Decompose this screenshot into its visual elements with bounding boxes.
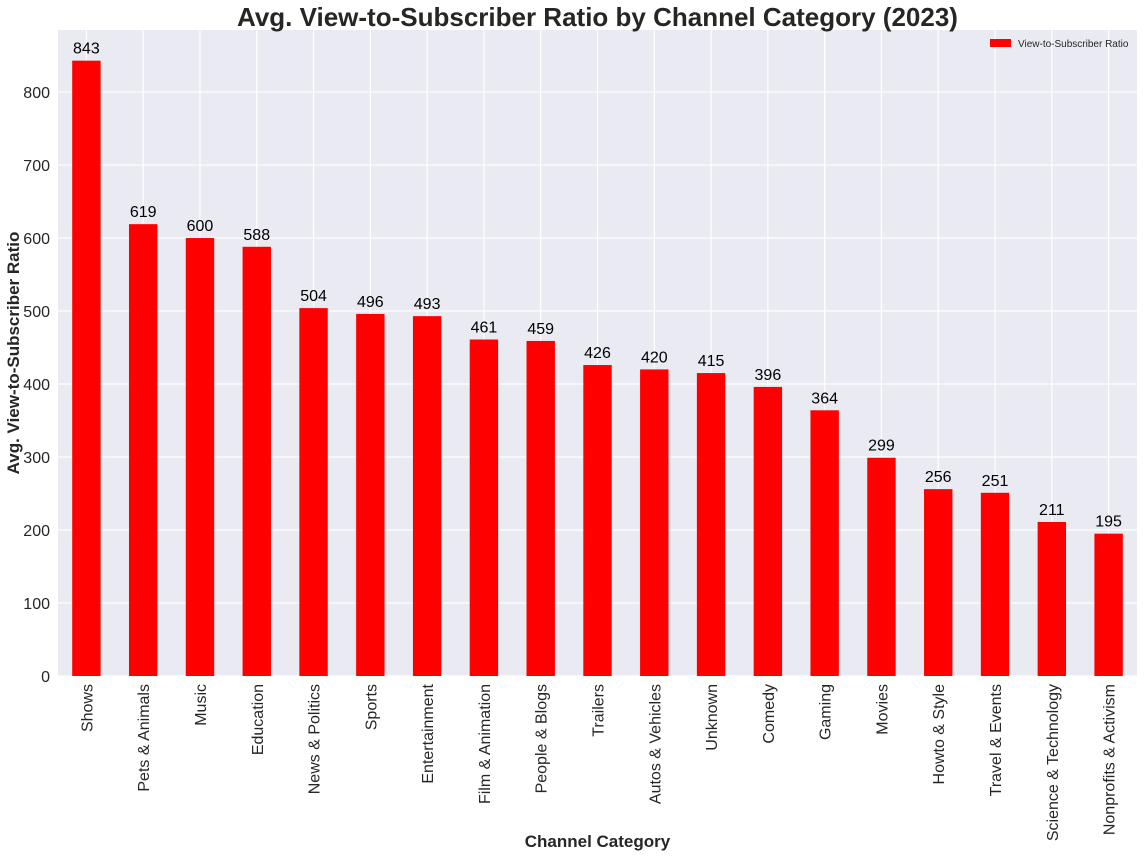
bar — [753, 386, 783, 676]
y-tick-label: 800 — [23, 85, 50, 102]
x-tick-labels: Shows Pets & Animals Music Education News & … — [79, 683, 1118, 841]
x-tick-label: Pets & Animals — [136, 684, 153, 792]
data-label: 461 — [471, 319, 498, 336]
bar — [1094, 533, 1123, 676]
bar — [810, 410, 839, 676]
y-tick-label: 700 — [23, 158, 50, 175]
legend-label: View-to-Subscriber Ratio — [1018, 39, 1129, 50]
bar — [299, 308, 328, 676]
y-tick-label: 100 — [23, 596, 50, 613]
x-tick-label: Trailers — [591, 684, 608, 737]
x-axis-label: Channel Category — [525, 832, 671, 851]
bar — [696, 373, 726, 676]
data-labels: 843 619 600 588 504 496 493 461 459 426 420 415 396 3… — [73, 41, 1122, 531]
bar — [640, 369, 669, 676]
y-tick-label: 300 — [23, 450, 50, 467]
x-tick-label: Travel & Events — [988, 684, 1005, 796]
x-tick-label: Education — [250, 684, 267, 755]
x-tick-label: Gaming — [818, 684, 835, 740]
data-label: 619 — [130, 204, 157, 221]
x-tick-label: Entertainment — [420, 683, 437, 783]
data-label: 195 — [1095, 514, 1122, 531]
data-label: 426 — [584, 345, 611, 362]
x-tick-label: Shows — [79, 684, 96, 732]
bar — [72, 60, 101, 676]
data-label: 843 — [73, 41, 100, 58]
legend: View-to-Subscriber Ratio — [990, 39, 1129, 50]
y-axis-label: Avg. View-to-Subscriber Ratio — [4, 232, 23, 475]
bar — [867, 457, 896, 676]
y-tick-label: 0 — [41, 669, 50, 686]
y-tick-label: 200 — [23, 523, 50, 540]
bar — [185, 238, 215, 676]
y-tick-labels: 0 100 200 300 400 500 600 700 800 — [23, 85, 50, 686]
data-label: 396 — [755, 367, 782, 384]
data-label: 600 — [187, 218, 214, 235]
bar — [1037, 521, 1067, 676]
bar — [412, 316, 442, 676]
x-tick-label: Nonprofits & Activism — [1102, 684, 1119, 835]
x-tick-label: Movies — [874, 684, 891, 735]
data-label: 415 — [698, 353, 725, 370]
x-tick-label: News & Politics — [307, 684, 324, 794]
bar — [526, 340, 555, 676]
x-tick-label: Film & Animation — [477, 684, 494, 804]
x-tick-label: People & Blogs — [534, 684, 551, 793]
bar — [583, 365, 612, 676]
x-tick-label: Unknown — [704, 684, 721, 751]
bar — [980, 492, 1010, 676]
x-tick-label: Science & Technology — [1045, 684, 1062, 841]
y-tick-label: 500 — [23, 304, 50, 321]
data-label: 420 — [641, 349, 668, 366]
x-tick-label: Autos & Vehicles — [647, 684, 664, 804]
data-label: 459 — [527, 321, 554, 338]
data-label: 251 — [982, 473, 1009, 490]
bar — [128, 224, 158, 676]
bar — [242, 246, 271, 676]
x-tick-label: Sports — [363, 684, 380, 730]
data-label: 299 — [868, 438, 895, 455]
legend-swatch — [990, 39, 1011, 47]
chart-title: Avg. View-to-Subscriber Ratio by Channel… — [237, 2, 958, 32]
x-tick-label: Howto & Style — [931, 684, 948, 785]
data-label: 504 — [300, 288, 327, 305]
data-label: 493 — [414, 296, 441, 313]
data-label: 211 — [1039, 502, 1065, 519]
x-tick-label: Music — [193, 684, 210, 726]
data-label: 496 — [357, 294, 384, 311]
data-label: 364 — [811, 390, 838, 407]
y-tick-label: 600 — [23, 231, 50, 248]
bar — [356, 313, 385, 676]
bars — [72, 60, 1123, 676]
x-tick-label: Comedy — [761, 684, 778, 744]
bar — [469, 339, 499, 676]
bar — [924, 489, 953, 676]
data-label: 256 — [925, 469, 952, 486]
data-label: 588 — [243, 227, 270, 244]
y-tick-label: 400 — [23, 377, 50, 394]
